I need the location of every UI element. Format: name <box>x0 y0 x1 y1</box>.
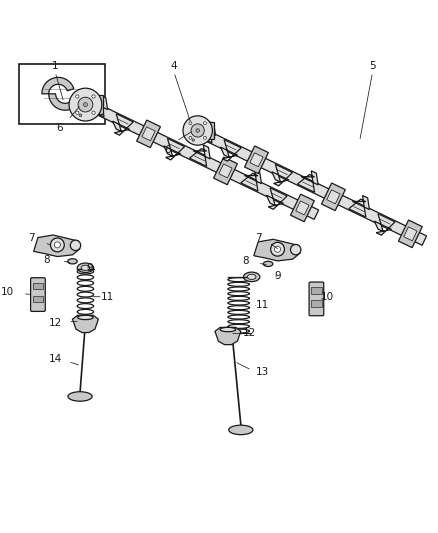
Bar <box>33 296 43 302</box>
Polygon shape <box>327 190 340 204</box>
Circle shape <box>189 122 192 125</box>
Circle shape <box>196 129 199 132</box>
Ellipse shape <box>244 272 260 281</box>
Bar <box>311 287 321 294</box>
Polygon shape <box>241 169 261 191</box>
Polygon shape <box>189 124 427 245</box>
Ellipse shape <box>247 274 256 279</box>
FancyBboxPatch shape <box>309 282 324 316</box>
Polygon shape <box>244 146 268 174</box>
Polygon shape <box>219 164 232 178</box>
Circle shape <box>92 95 95 98</box>
Text: 11: 11 <box>100 292 113 302</box>
Text: 10: 10 <box>1 287 14 297</box>
Polygon shape <box>404 227 417 241</box>
Polygon shape <box>296 201 309 215</box>
Circle shape <box>71 240 81 251</box>
Bar <box>18 63 105 124</box>
Ellipse shape <box>77 263 94 272</box>
Circle shape <box>192 139 194 141</box>
Text: 8: 8 <box>242 256 248 266</box>
Circle shape <box>50 238 64 252</box>
Polygon shape <box>215 327 241 345</box>
Circle shape <box>275 246 281 252</box>
Ellipse shape <box>81 265 90 270</box>
Text: 6: 6 <box>56 123 63 133</box>
Text: 7: 7 <box>255 233 261 244</box>
Text: 12: 12 <box>243 328 256 338</box>
Circle shape <box>78 97 93 112</box>
Polygon shape <box>266 188 287 209</box>
Polygon shape <box>81 95 103 115</box>
Circle shape <box>76 111 79 115</box>
Text: 13: 13 <box>256 367 269 377</box>
Circle shape <box>204 122 206 125</box>
Text: 1: 1 <box>52 61 59 71</box>
Circle shape <box>204 136 206 139</box>
Polygon shape <box>321 183 345 211</box>
Circle shape <box>84 103 88 107</box>
Ellipse shape <box>220 327 236 332</box>
Polygon shape <box>72 316 99 333</box>
Circle shape <box>92 111 95 115</box>
Polygon shape <box>214 157 237 185</box>
Polygon shape <box>349 196 369 217</box>
Polygon shape <box>272 164 293 186</box>
Ellipse shape <box>229 425 253 435</box>
Polygon shape <box>34 235 80 256</box>
Polygon shape <box>137 120 160 148</box>
Circle shape <box>79 114 82 117</box>
Circle shape <box>191 124 204 137</box>
Polygon shape <box>250 153 263 167</box>
Polygon shape <box>220 140 241 161</box>
Circle shape <box>189 136 192 139</box>
Polygon shape <box>254 239 300 261</box>
Polygon shape <box>399 220 422 248</box>
Polygon shape <box>142 127 155 141</box>
Text: 12: 12 <box>49 318 62 328</box>
Text: 5: 5 <box>369 61 376 71</box>
Text: 8: 8 <box>43 255 50 265</box>
Text: 9: 9 <box>274 271 281 281</box>
Polygon shape <box>87 95 108 117</box>
Circle shape <box>290 245 301 255</box>
Text: 11: 11 <box>256 301 269 310</box>
Polygon shape <box>113 114 133 135</box>
Text: 6: 6 <box>164 145 171 155</box>
Circle shape <box>271 243 284 256</box>
Polygon shape <box>290 194 314 222</box>
Circle shape <box>76 95 79 98</box>
Polygon shape <box>374 214 395 235</box>
Ellipse shape <box>263 261 273 266</box>
Circle shape <box>69 88 102 121</box>
Polygon shape <box>42 77 74 94</box>
Polygon shape <box>193 122 214 139</box>
Text: 7: 7 <box>28 233 35 244</box>
Polygon shape <box>49 94 81 110</box>
Polygon shape <box>297 171 318 192</box>
Circle shape <box>183 116 212 145</box>
Polygon shape <box>195 122 215 143</box>
Bar <box>311 301 321 306</box>
Text: 14: 14 <box>49 354 62 365</box>
Polygon shape <box>190 145 210 166</box>
Polygon shape <box>81 98 319 220</box>
Ellipse shape <box>78 316 93 320</box>
Ellipse shape <box>68 259 77 264</box>
Bar <box>33 283 43 289</box>
Text: 9: 9 <box>86 263 93 273</box>
FancyBboxPatch shape <box>31 278 45 311</box>
Ellipse shape <box>68 392 92 401</box>
Text: 10: 10 <box>321 292 334 302</box>
Text: 4: 4 <box>171 61 177 71</box>
Polygon shape <box>164 139 184 160</box>
Circle shape <box>54 242 60 248</box>
